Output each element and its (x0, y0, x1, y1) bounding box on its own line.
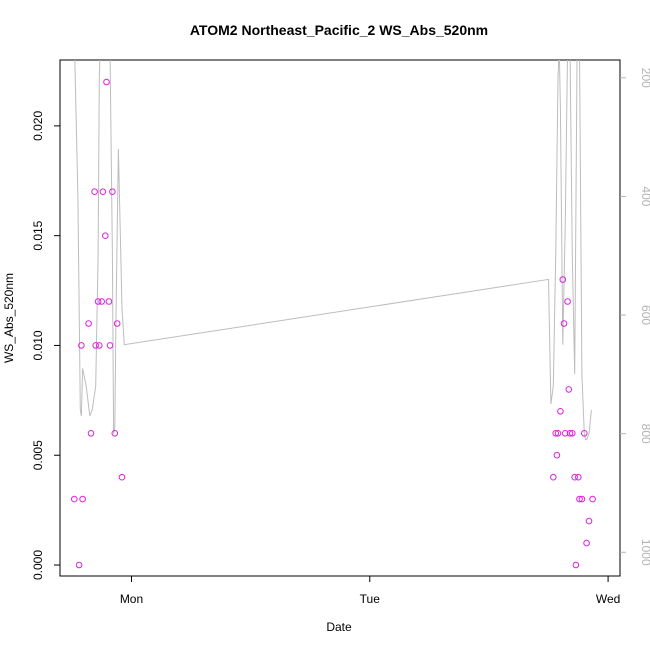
y2-tick-label: 800 (639, 424, 650, 444)
chart-title: ATOM2 Northeast_Pacific_2 WS_Abs_520nm (190, 22, 488, 38)
data-point (571, 473, 579, 481)
data-point (99, 188, 107, 195)
y2-tick-label: 200 (639, 68, 650, 88)
data-point (565, 386, 573, 393)
data-point (564, 298, 571, 305)
data-point (553, 451, 561, 459)
data-point (118, 473, 126, 481)
data-point (578, 495, 586, 503)
data-point (550, 473, 557, 481)
y-tick-label: 0.020 (31, 111, 45, 141)
data-point (105, 298, 113, 305)
data-point (561, 430, 569, 437)
data-point (103, 78, 110, 86)
data-point (102, 232, 109, 239)
x-tick-label: Tue (360, 592, 381, 606)
y2-tick-label: 600 (639, 305, 650, 325)
y-tick-label: 0.000 (31, 550, 45, 580)
data-point (85, 320, 92, 327)
data-point (111, 430, 119, 437)
data-point (91, 188, 98, 195)
data-point (92, 342, 99, 349)
data-point (566, 430, 574, 437)
data-point (109, 188, 116, 195)
data-point (576, 495, 583, 503)
elevation-line-layer (74, 60, 592, 441)
data-point (554, 430, 562, 437)
x-axis: Mon Tue Wed (120, 576, 620, 606)
data-point (71, 495, 78, 503)
data-point (113, 320, 121, 327)
y2-tick-label: 400 (639, 186, 650, 206)
data-point (96, 342, 103, 349)
x-tick-label: Mon (120, 592, 143, 606)
data-point (87, 430, 95, 437)
x-axis-label: Date (326, 620, 352, 634)
data-point (581, 430, 588, 437)
elevation-line (74, 60, 592, 441)
data-point (569, 430, 576, 437)
y-axis-label: WS_Abs_520nm (2, 273, 16, 363)
y-tick-label: 0.010 (31, 330, 45, 360)
data-point (552, 430, 560, 437)
x-tick-label: Wed (596, 592, 620, 606)
data-point (559, 276, 567, 283)
data-point (583, 539, 590, 547)
y2-tick-label: 1000 (639, 539, 650, 566)
data-point (560, 320, 568, 327)
data-point (98, 298, 105, 305)
y-axis-left: 0.000 0.005 0.010 0.015 0.020 (31, 111, 60, 580)
data-point (585, 517, 593, 525)
y-axis-right: 200 400 600 800 1000 (620, 68, 650, 566)
y-tick-label: 0.005 (31, 440, 45, 470)
y-tick-label: 0.015 (31, 220, 45, 250)
absorption-points-layer (71, 78, 596, 569)
plot-area (59, 59, 621, 577)
data-point (589, 495, 596, 503)
data-point (572, 561, 580, 569)
data-point (75, 561, 83, 569)
data-point (557, 408, 564, 415)
data-point (79, 495, 86, 503)
data-point (78, 342, 85, 349)
data-point (575, 473, 582, 481)
data-point (94, 298, 102, 305)
data-point (106, 342, 114, 349)
